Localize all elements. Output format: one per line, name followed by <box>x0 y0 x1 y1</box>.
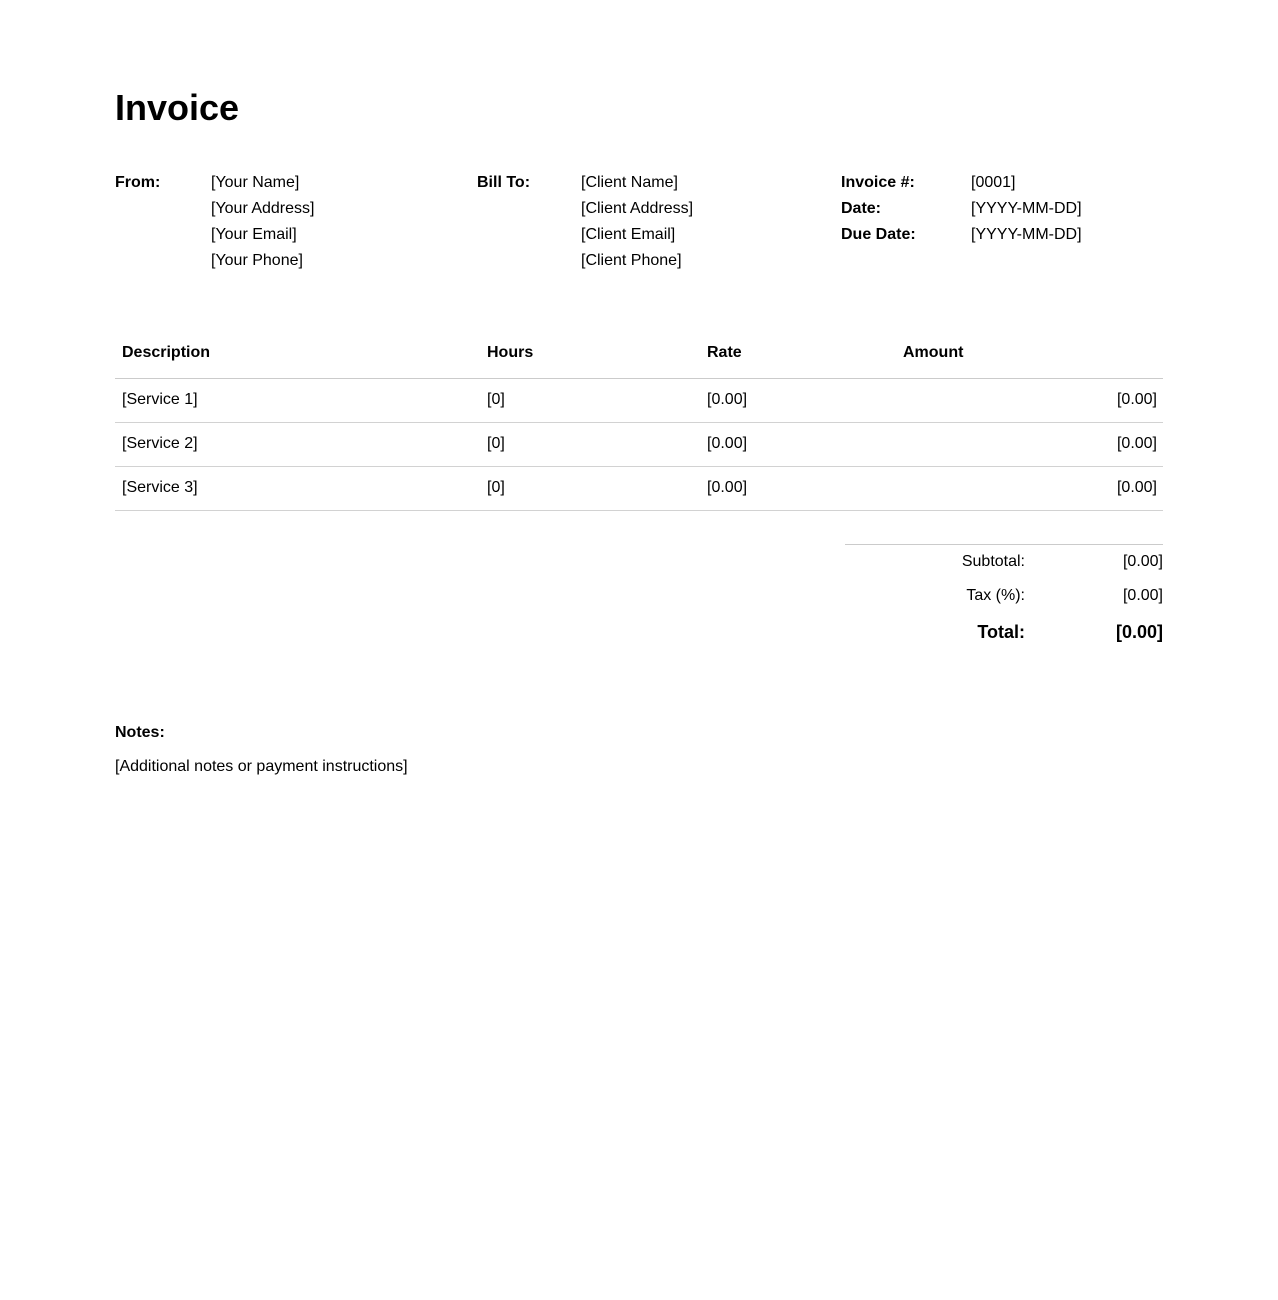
invoice-meta-block: Invoice #: [0001] Date: [YYYY-MM-DD] Due… <box>841 170 1082 274</box>
cell-rate: [0.00] <box>700 466 896 511</box>
notes-section: Notes: [Additional notes or payment inst… <box>115 724 1163 776</box>
bill-to-block: Bill To: [Client Name] [Client Address] … <box>477 170 841 274</box>
invoice-due-date-row: Due Date: [YYYY-MM-DD] <box>841 222 1082 248</box>
notes-label: Notes: <box>115 724 165 741</box>
bill-to-lines: [Client Name] [Client Address] [Client E… <box>581 170 693 274</box>
totals-block: Subtotal: [0.00] Tax (%): [0.00] Total: … <box>845 544 1163 651</box>
total-label: Total: <box>977 622 1025 642</box>
page-title: Invoice <box>115 87 240 128</box>
cell-amount: [0.00] <box>896 466 1163 511</box>
total-row: Total: [0.00] <box>845 613 1163 651</box>
client-phone: [Client Phone] <box>581 252 682 269</box>
from-phone: [Your Phone] <box>211 252 303 269</box>
notes-content: [Additional notes or payment instruction… <box>115 758 408 775</box>
from-email: [Your Email] <box>211 226 297 243</box>
subtotal-value: [0.00] <box>1122 553 1163 570</box>
invoice-header: From: [Your Name] [Your Address] [Your E… <box>115 170 1163 274</box>
from-name: [Your Name] <box>211 174 300 191</box>
client-address: [Client Address] <box>581 200 694 217</box>
column-header-rate: Rate <box>700 335 896 379</box>
cell-rate: [0.00] <box>700 378 896 423</box>
subtotal-label: Subtotal: <box>961 553 1025 570</box>
cell-rate: [0.00] <box>700 422 896 467</box>
client-email: [Client Email] <box>581 226 676 243</box>
invoice-date-row: Date: [YYYY-MM-DD] <box>841 196 1082 222</box>
invoice-number-row: Invoice #: [0001] <box>841 170 1082 196</box>
invoice-number-value: [0001] <box>971 174 1016 191</box>
invoice-due-date-value: [YYYY-MM-DD] <box>971 226 1082 243</box>
from-lines: [Your Name] [Your Address] [Your Email] … <box>211 170 314 274</box>
cell-amount: [0.00] <box>896 378 1163 423</box>
invoice-content: Invoice From: [Your Name] [Your Address]… <box>115 0 1163 776</box>
from-address: [Your Address] <box>211 200 315 217</box>
table-row: [Service 3] [0] [0.00] [0.00] <box>115 466 1163 511</box>
bill-to-label: Bill To: <box>477 174 531 191</box>
from-label: From: <box>115 174 161 191</box>
invoice-number-label: Invoice #: <box>841 174 915 191</box>
cell-description: [Service 3] <box>115 466 480 511</box>
table-row: [Service 1] [0] [0.00] [0.00] <box>115 378 1163 423</box>
table-row: [Service 2] [0] [0.00] [0.00] <box>115 422 1163 467</box>
line-items-table: Description Hours Rate Amount [Service 1… <box>115 335 1163 511</box>
column-header-description: Description <box>115 335 480 379</box>
cell-amount: [0.00] <box>896 422 1163 467</box>
invoice-date-value: [YYYY-MM-DD] <box>971 200 1082 217</box>
cell-hours: [0] <box>480 466 700 511</box>
client-name: [Client Name] <box>581 174 678 191</box>
total-value: [0.00] <box>1115 622 1163 642</box>
column-header-amount: Amount <box>896 335 1163 379</box>
cell-description: [Service 1] <box>115 378 480 423</box>
tax-row: Tax (%): [0.00] <box>845 579 1163 613</box>
invoice-due-date-label: Due Date: <box>841 226 916 243</box>
tax-label: Tax (%): <box>966 587 1025 604</box>
cell-hours: [0] <box>480 422 700 467</box>
column-header-hours: Hours <box>480 335 700 379</box>
from-block: From: [Your Name] [Your Address] [Your E… <box>115 170 477 274</box>
tax-value: [0.00] <box>1122 587 1163 604</box>
subtotal-row: Subtotal: [0.00] <box>845 545 1163 579</box>
cell-description: [Service 2] <box>115 422 480 467</box>
table-header-row: Description Hours Rate Amount <box>115 335 1163 379</box>
cell-hours: [0] <box>480 378 700 423</box>
invoice-date-label: Date: <box>841 200 882 217</box>
